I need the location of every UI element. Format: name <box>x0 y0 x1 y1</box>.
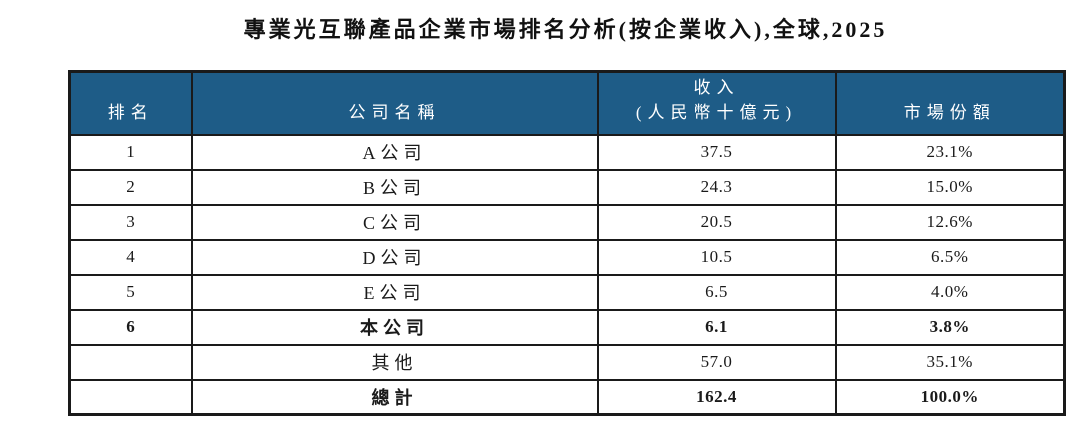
share-cell: 6.5% <box>834 238 1066 276</box>
company-cell: A公司 <box>190 133 599 171</box>
share-cell: 12.6% <box>834 203 1066 241</box>
table-row-total: 總計 162.4 100.0% <box>68 378 1066 416</box>
revenue-cell: 20.5 <box>596 203 837 241</box>
rank-cell: 1 <box>68 133 193 171</box>
company-cell: E公司 <box>190 273 599 311</box>
share-cell: 4.0% <box>834 273 1066 311</box>
table-row: 3 C公司 20.5 12.6% <box>68 203 1066 241</box>
share-cell: 3.8% <box>834 308 1066 346</box>
rank-cell: 4 <box>68 238 193 276</box>
rank-cell: 5 <box>68 273 193 311</box>
share-cell: 100.0% <box>834 378 1066 416</box>
share-cell: 15.0% <box>834 168 1066 206</box>
header-row: 排名 公司名稱 收入 (人民幣十億元) 市場份額 <box>68 70 1066 136</box>
col-header-rank: 排名 <box>68 70 193 136</box>
revenue-cell: 57.0 <box>596 343 837 381</box>
market-ranking-table: 排名 公司名稱 收入 (人民幣十億元) 市場份額 1 A公司 37.5 23.1… <box>68 70 1066 416</box>
rank-cell <box>68 378 193 416</box>
table-row-others: 其他 57.0 35.1% <box>68 343 1066 381</box>
table-row: 4 D公司 10.5 6.5% <box>68 238 1066 276</box>
revenue-cell: 24.3 <box>596 168 837 206</box>
revenue-cell: 6.1 <box>596 308 837 346</box>
share-cell: 23.1% <box>834 133 1066 171</box>
table-row: 1 A公司 37.5 23.1% <box>68 133 1066 171</box>
col-header-company: 公司名稱 <box>190 70 599 136</box>
company-cell: C公司 <box>190 203 599 241</box>
revenue-cell: 10.5 <box>596 238 837 276</box>
company-cell: B公司 <box>190 168 599 206</box>
company-cell: 本公司 <box>190 308 599 346</box>
revenue-cell: 6.5 <box>596 273 837 311</box>
col-header-revenue-line2: (人民幣十億元) <box>635 102 798 122</box>
rank-cell: 2 <box>68 168 193 206</box>
share-cell: 35.1% <box>834 343 1066 381</box>
col-header-share: 市場份額 <box>834 70 1066 136</box>
col-header-revenue-line1: 收入 <box>693 78 740 98</box>
table-body: 1 A公司 37.5 23.1% 2 B公司 24.3 15.0% 3 C公司 … <box>68 133 1066 416</box>
revenue-cell: 37.5 <box>596 133 837 171</box>
rank-cell <box>68 343 193 381</box>
rank-cell: 3 <box>68 203 193 241</box>
company-cell: D公司 <box>190 238 599 276</box>
page-title: 專業光互聯產品企業市場排名分析(按企業收入),全球,2025 <box>243 17 888 42</box>
table-row: 5 E公司 6.5 4.0% <box>68 273 1066 311</box>
table-header: 排名 公司名稱 收入 (人民幣十億元) 市場份額 <box>68 70 1066 136</box>
col-header-revenue: 收入 (人民幣十億元) <box>596 70 837 136</box>
company-cell: 其他 <box>190 343 599 381</box>
table-row: 2 B公司 24.3 15.0% <box>68 168 1066 206</box>
rank-cell: 6 <box>68 308 193 346</box>
revenue-cell: 162.4 <box>596 378 837 416</box>
company-cell: 總計 <box>190 378 599 416</box>
table-row-our-company: 6 本公司 6.1 3.8% <box>68 308 1066 346</box>
